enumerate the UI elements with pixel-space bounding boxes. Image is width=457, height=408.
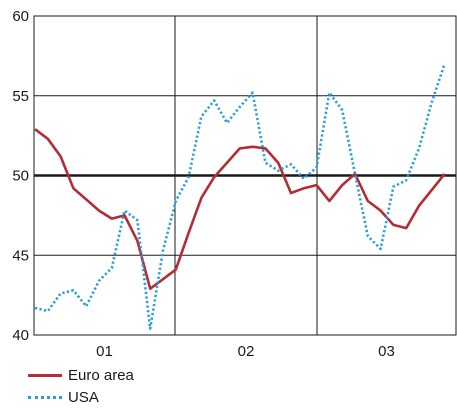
x-tick-label-03: 03 bbox=[378, 343, 395, 360]
legend-swatch-euro-area bbox=[28, 373, 62, 377]
y-tick-label-40: 40 bbox=[12, 327, 29, 344]
legend-label-usa: USA bbox=[68, 388, 99, 406]
legend-swatch-usa bbox=[28, 395, 62, 399]
y-tick-label-55: 55 bbox=[12, 88, 29, 105]
x-tick-label-01: 01 bbox=[96, 343, 113, 360]
legend-item-usa: USA bbox=[28, 386, 134, 408]
y-axis-labels: 40 45 50 55 60 bbox=[12, 8, 29, 344]
series-line-usa bbox=[34, 63, 446, 330]
chart-legend: Euro area USA bbox=[28, 364, 134, 408]
legend-item-euro-area: Euro area bbox=[28, 364, 134, 386]
chart-grid bbox=[34, 16, 456, 335]
x-tick-label-02: 02 bbox=[238, 343, 255, 360]
series-line-euro-area bbox=[34, 128, 446, 291]
x-axis-labels: 01 02 03 bbox=[96, 343, 395, 360]
plot-frame bbox=[33, 15, 457, 336]
y-tick-label-45: 45 bbox=[12, 247, 29, 264]
chart-series bbox=[34, 63, 446, 330]
y-tick-label-50: 50 bbox=[12, 168, 29, 185]
legend-label-euro-area: Euro area bbox=[68, 366, 134, 384]
y-tick-label-60: 60 bbox=[12, 8, 29, 25]
